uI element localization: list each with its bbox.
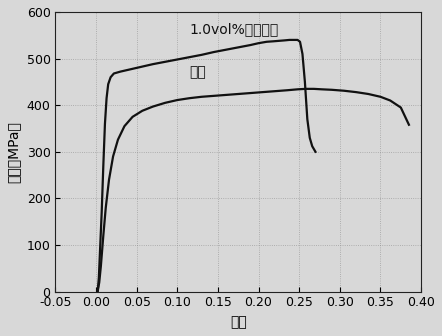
Text: 纯镁: 纯镁 — [190, 66, 206, 80]
Text: 1.0vol%复合材料: 1.0vol%复合材料 — [190, 22, 279, 36]
Y-axis label: 应力（MPa）: 应力（MPa） — [7, 121, 21, 183]
X-axis label: 应变: 应变 — [230, 315, 247, 329]
